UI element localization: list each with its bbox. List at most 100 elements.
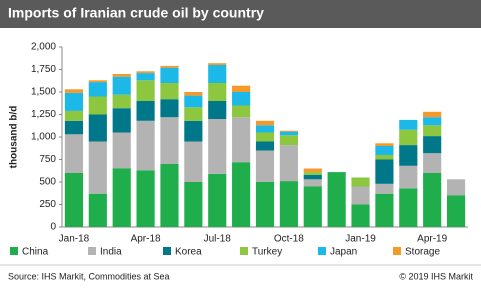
bar-segment bbox=[64, 89, 84, 93]
bar-segment bbox=[184, 182, 203, 227]
bar-segment bbox=[423, 125, 442, 137]
bar-segment bbox=[112, 94, 131, 109]
bar-segment bbox=[88, 80, 107, 83]
bar-segment bbox=[423, 173, 442, 227]
bar-segment bbox=[423, 153, 442, 173]
bar-segment bbox=[279, 131, 298, 136]
y-tick-label: 1,000 bbox=[31, 132, 56, 143]
y-tick-label: 2,000 bbox=[31, 42, 56, 53]
bar-segment bbox=[279, 135, 298, 146]
bar-segment bbox=[399, 188, 418, 227]
bar-segment bbox=[303, 174, 322, 180]
bar-segment bbox=[88, 114, 107, 142]
bar-segment bbox=[208, 65, 227, 83]
bar-segment bbox=[208, 119, 227, 174]
y-tick-label: 0 bbox=[50, 222, 56, 233]
bar-segment bbox=[399, 165, 418, 189]
bar-segment bbox=[399, 119, 418, 130]
x-tick-label: Jul-18 bbox=[204, 234, 232, 245]
bar-segment bbox=[255, 150, 275, 182]
bar-segment bbox=[64, 173, 84, 227]
legend-label: Korea bbox=[175, 247, 202, 258]
bar-segment bbox=[375, 183, 394, 194]
bar-segment bbox=[208, 101, 227, 119]
legend-label: Turkey bbox=[252, 247, 282, 258]
bar-segment bbox=[303, 186, 322, 227]
bar-segment bbox=[351, 177, 370, 187]
bar-segment bbox=[279, 145, 298, 182]
bar-segment bbox=[88, 193, 107, 227]
bar-segment bbox=[112, 132, 131, 169]
bar-segment bbox=[375, 143, 394, 146]
bar-segment bbox=[64, 92, 84, 111]
bar-segment bbox=[160, 117, 179, 164]
bar-segment bbox=[399, 129, 418, 146]
y-axis-label: thousand b/d bbox=[9, 106, 20, 169]
bar-segment bbox=[184, 120, 203, 142]
y-tick-label: 250 bbox=[39, 199, 56, 210]
legend-label: China bbox=[22, 247, 49, 258]
bar-segment bbox=[303, 168, 322, 173]
bar-segment bbox=[136, 120, 155, 171]
bar-segment bbox=[184, 141, 203, 182]
bar-segment bbox=[279, 130, 298, 132]
bar-segment bbox=[64, 120, 84, 135]
bar-segment bbox=[303, 179, 322, 187]
bar-segment bbox=[136, 170, 155, 227]
legend-label: India bbox=[100, 247, 122, 258]
bar-segment bbox=[160, 65, 179, 68]
bar-segment bbox=[255, 182, 275, 227]
bar-segment bbox=[232, 162, 251, 227]
bar-segment bbox=[136, 101, 155, 121]
legend-swatch bbox=[88, 247, 96, 255]
bar-segment bbox=[208, 83, 227, 101]
bar-segment bbox=[232, 92, 251, 106]
chart-title: Imports of Iranian crude oil by country bbox=[8, 5, 264, 21]
bar-segment bbox=[112, 108, 131, 133]
bar-segment bbox=[303, 172, 322, 175]
bar-segment bbox=[112, 168, 131, 227]
x-tick-label: Jan-19 bbox=[345, 234, 376, 245]
bar-segment bbox=[423, 136, 442, 154]
legend-swatch bbox=[163, 247, 171, 255]
bar-segment bbox=[375, 159, 394, 184]
bar-segment bbox=[255, 132, 275, 142]
y-tick-label: 500 bbox=[39, 177, 56, 188]
bar-segment bbox=[160, 83, 179, 100]
bar-segment bbox=[136, 71, 155, 74]
bar-segment bbox=[232, 117, 251, 163]
legend-swatch bbox=[240, 247, 248, 255]
copyright: © 2019 IHS Markit bbox=[399, 271, 473, 281]
bar-segment bbox=[208, 173, 227, 227]
bar-segment bbox=[279, 181, 298, 227]
y-tick-label: 1,750 bbox=[31, 64, 56, 75]
bar-segment bbox=[375, 193, 394, 227]
y-tick-label: 750 bbox=[39, 154, 56, 165]
bar-segment bbox=[375, 155, 394, 160]
bar-segment bbox=[446, 179, 466, 196]
bar-segment bbox=[399, 145, 418, 166]
bar-segment bbox=[232, 85, 251, 92]
y-tick-label: 1,250 bbox=[31, 109, 56, 120]
bar-segment bbox=[160, 164, 179, 227]
bar-segment bbox=[255, 120, 275, 126]
bar-segment bbox=[255, 125, 275, 133]
bar-segment bbox=[375, 146, 394, 155]
bar-segment bbox=[208, 63, 227, 65]
bar-segment bbox=[255, 141, 275, 151]
legend-label: Storage bbox=[405, 247, 440, 258]
bar-segment bbox=[160, 67, 179, 83]
bar-segment bbox=[184, 107, 203, 121]
x-tick-label: Apr-19 bbox=[417, 234, 447, 245]
bar-segment bbox=[351, 186, 370, 205]
y-tick-label: 1,500 bbox=[31, 87, 56, 98]
bar-segment bbox=[160, 99, 179, 118]
bar-segment bbox=[423, 117, 442, 126]
bar-segment bbox=[88, 141, 107, 194]
bar-segment bbox=[136, 80, 155, 101]
legend-swatch bbox=[318, 247, 326, 255]
bar-segment bbox=[184, 92, 203, 96]
bar-segment bbox=[136, 73, 155, 81]
source: Source: IHS Markit, Commodities at Sea bbox=[8, 271, 170, 281]
